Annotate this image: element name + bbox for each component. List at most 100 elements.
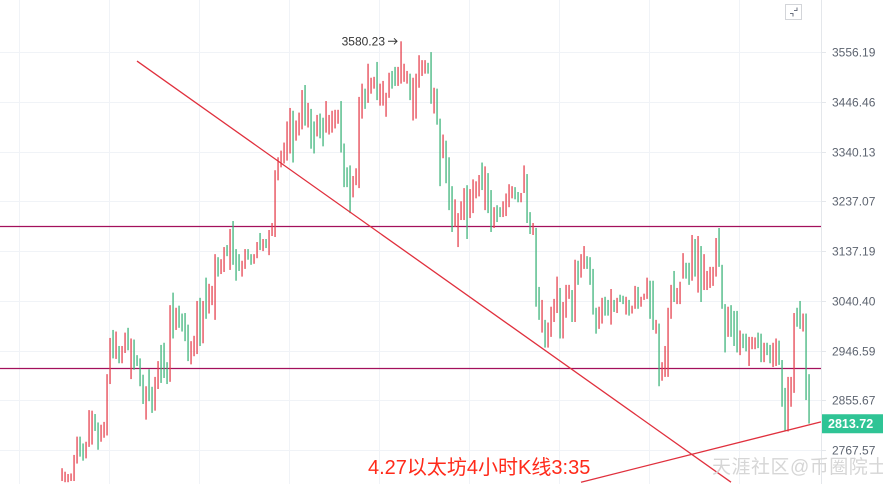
candle <box>94 414 96 431</box>
candle <box>742 333 744 349</box>
candle <box>190 341 192 365</box>
candle <box>235 249 237 281</box>
candle <box>550 306 552 337</box>
candle <box>574 259 576 322</box>
candle <box>265 239 267 249</box>
candle <box>184 313 186 342</box>
candle <box>586 256 588 269</box>
candle <box>646 277 648 299</box>
candle <box>124 332 126 353</box>
candle <box>658 323 660 387</box>
candle <box>337 109 339 124</box>
candle <box>637 286 639 309</box>
trend-lines[interactable] <box>136 60 822 483</box>
candle <box>205 277 207 319</box>
candle <box>82 443 84 461</box>
candle <box>109 337 111 385</box>
candle <box>406 70 408 84</box>
candle <box>469 189 471 219</box>
y-tick-label: 2946.59 <box>832 345 876 359</box>
candle <box>808 374 810 424</box>
candle <box>460 201 462 221</box>
candle <box>238 254 240 271</box>
candle <box>271 223 273 236</box>
candle <box>280 150 282 168</box>
candle <box>496 205 498 223</box>
candle <box>481 162 483 191</box>
candle <box>655 319 657 334</box>
candle <box>754 337 756 350</box>
candle <box>454 199 456 227</box>
candle <box>772 342 774 368</box>
candle <box>640 296 642 307</box>
candle <box>751 336 753 350</box>
candle <box>685 262 687 279</box>
candle <box>583 246 585 269</box>
y-tick-label: 3446.46 <box>832 96 876 110</box>
candle <box>589 257 591 285</box>
candle <box>499 207 501 218</box>
candle <box>607 299 609 316</box>
candle <box>463 188 465 221</box>
candle <box>514 187 516 200</box>
candle <box>457 213 459 248</box>
candle <box>154 376 156 411</box>
trend-line[interactable] <box>580 421 822 483</box>
candle <box>721 264 723 309</box>
candle <box>373 76 375 89</box>
candle <box>430 52 432 104</box>
candle <box>673 270 675 303</box>
candle <box>214 254 216 320</box>
candle <box>760 333 762 363</box>
collapse-icon <box>790 7 798 17</box>
candle <box>223 247 225 272</box>
candle <box>88 410 90 447</box>
candle <box>220 259 222 275</box>
candle <box>172 292 174 339</box>
candle <box>121 345 123 364</box>
candle <box>91 410 93 445</box>
candle <box>718 227 720 267</box>
candle <box>103 421 105 438</box>
candle <box>400 41 402 84</box>
candle <box>145 386 147 420</box>
candle <box>502 201 504 218</box>
candle <box>412 77 414 121</box>
arrow-right-icon <box>388 37 398 45</box>
candle <box>715 237 717 277</box>
candle <box>484 166 486 211</box>
trend-line[interactable] <box>136 60 732 483</box>
candle <box>133 339 135 370</box>
candle <box>628 299 630 316</box>
candle <box>775 338 777 366</box>
y-tick-label: 2767.57 <box>832 444 876 458</box>
candle <box>232 221 234 265</box>
candle <box>349 165 351 214</box>
candle <box>730 305 732 337</box>
horizontal-lines[interactable] <box>0 225 821 370</box>
candle <box>61 468 63 482</box>
candle <box>328 114 330 135</box>
candle <box>148 369 150 402</box>
price-axis[interactable]: 3556.19 3446.46 3340.13 3237.07 3137.19 3040.… <box>821 46 876 458</box>
candle <box>475 181 477 199</box>
candle <box>67 474 69 483</box>
candle <box>385 92 387 117</box>
candle <box>592 268 594 315</box>
candle <box>424 60 426 74</box>
candle <box>262 239 264 252</box>
candle <box>151 386 153 413</box>
candle <box>73 454 75 482</box>
candle <box>358 96 360 189</box>
candle <box>688 262 690 285</box>
candle <box>397 66 399 86</box>
chart-caption: 4.27以太坊4小时K线3:35 <box>368 457 591 479</box>
candle <box>112 329 114 359</box>
candle <box>388 72 390 98</box>
candle <box>421 60 423 76</box>
candle <box>784 387 786 431</box>
collapse-button[interactable] <box>785 4 802 20</box>
candle <box>316 114 318 137</box>
candle <box>778 340 780 365</box>
